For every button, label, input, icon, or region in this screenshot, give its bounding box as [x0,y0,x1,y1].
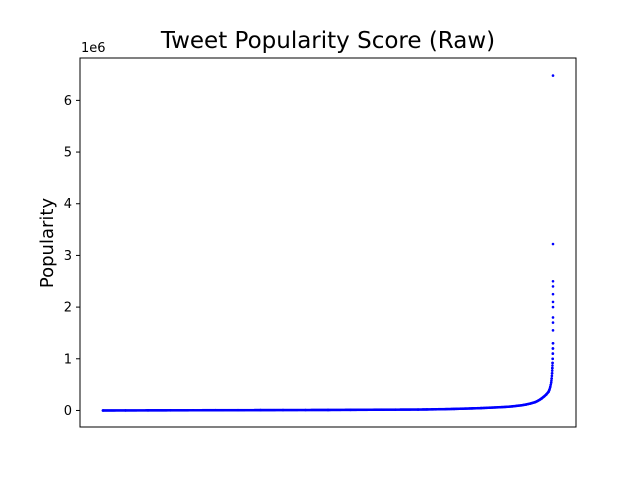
data-point [550,371,554,375]
data-point [547,390,550,394]
data-point [191,408,195,412]
data-point [326,408,330,412]
data-point [551,329,555,332]
y-tick-label: 2 [64,301,72,316]
data-point [550,377,553,380]
data-point [520,403,523,407]
data-point [434,407,438,411]
data-point [371,408,375,412]
data-point [551,74,555,77]
data-point [479,406,483,410]
data-point [304,408,307,412]
data-point [550,379,553,382]
data-point [542,395,546,398]
data-point [443,407,447,411]
data-point [511,405,514,408]
data-point [550,374,554,378]
data-point [506,405,510,409]
data-point [551,361,554,365]
data-point [551,316,555,319]
data-point [549,383,553,386]
data-points [101,74,555,412]
y-axis-offset-label: 1e6 [81,41,106,56]
data-point [452,407,456,411]
data-point [535,399,539,403]
data-point [549,385,552,388]
data-point [416,408,420,411]
data-point [461,407,465,410]
data-point [551,321,555,324]
y-tick-label: 0 [64,404,72,419]
data-point [551,292,555,296]
data-point [524,403,528,406]
data-point [124,409,127,412]
data-point [544,393,548,396]
data-point [549,381,553,384]
data-point [551,341,555,345]
data-point [529,402,532,405]
data-point [551,352,555,355]
data-point [551,285,555,288]
y-tick-label: 3 [64,249,72,264]
y-tick-label: 1 [64,352,72,367]
y-axis-ticks: 0 1 2 3 4 5 6 [64,94,80,419]
data-point [101,409,105,412]
data-point [551,366,554,370]
data-point [551,357,554,361]
data-point [551,347,555,350]
data-point [169,409,172,412]
data-point [214,408,217,412]
data-point [551,279,555,283]
data-point [540,397,544,400]
data-point [551,242,555,246]
data-point [349,408,352,412]
data-point [146,409,150,412]
y-axis-label: Popularity [37,198,58,289]
data-point [533,400,537,404]
data-point [425,408,429,411]
data-point [281,408,285,412]
data-point [236,408,240,412]
data-point [259,408,262,412]
data-point [548,388,551,392]
chart-title: Tweet Popularity Score (Raw) [160,28,495,54]
data-point [538,398,541,402]
data-point [488,406,492,409]
data-point [550,369,554,372]
data-point [470,407,474,410]
data-point [394,408,397,411]
y-tick-label: 5 [64,146,72,161]
data-point [497,405,501,409]
plot-frame [79,57,577,428]
data-point [551,300,555,304]
data-point [551,364,554,367]
data-point [551,305,555,309]
y-tick-label: 4 [64,197,72,212]
data-point [515,404,519,408]
y-tick-label: 6 [64,94,72,109]
